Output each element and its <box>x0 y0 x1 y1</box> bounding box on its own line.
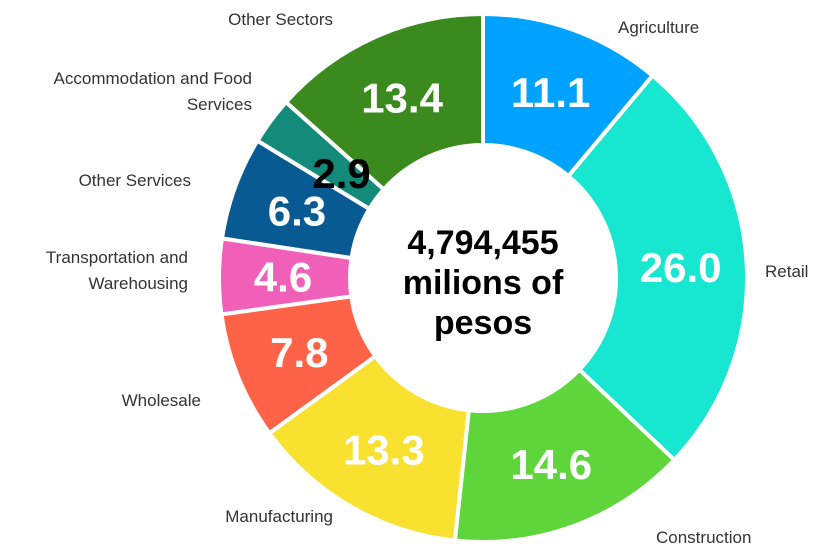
category-labels-group: Agriculture Retail Construction Manufacturi… <box>46 10 809 547</box>
value-labels-group: 11.1 26.0 14.6 13.3 7.8 4.6 6.32.9 13.4 <box>254 69 722 488</box>
value-label: 6.3 <box>268 187 326 234</box>
slices-group <box>217 11 749 544</box>
slice-retail <box>565 72 749 463</box>
slice-manufacturing <box>266 353 472 543</box>
value-label: 26.0 <box>640 244 722 291</box>
slice-other-sectors <box>283 11 485 193</box>
category-label: Other Sectors <box>228 10 333 29</box>
category-label: Retail <box>765 262 808 281</box>
value-label: 13.4 <box>361 74 443 121</box>
value-label: 4.6 <box>254 254 312 301</box>
category-label: Other Services <box>79 171 191 190</box>
value-label: 14.6 <box>510 441 592 488</box>
category-label: Wholesale <box>122 391 201 410</box>
value-label: 11.1 <box>511 69 590 116</box>
category-label: Construction <box>656 528 751 547</box>
center-total-line-3: pesos <box>434 304 532 342</box>
center-total-line-1: 4,794,455 <box>407 224 558 262</box>
value-label: 2.9 <box>312 150 370 197</box>
slice-construction <box>452 366 678 544</box>
category-label: Agriculture <box>618 18 699 37</box>
category-label: Manufacturing <box>225 507 333 526</box>
value-label: 7.8 <box>270 329 328 376</box>
value-label: 13.3 <box>343 426 425 473</box>
category-label: Accommodation and Food Services <box>54 69 252 114</box>
center-total-line-2: milions of <box>403 264 564 302</box>
category-label: Transportation and Warehousing <box>46 248 188 293</box>
